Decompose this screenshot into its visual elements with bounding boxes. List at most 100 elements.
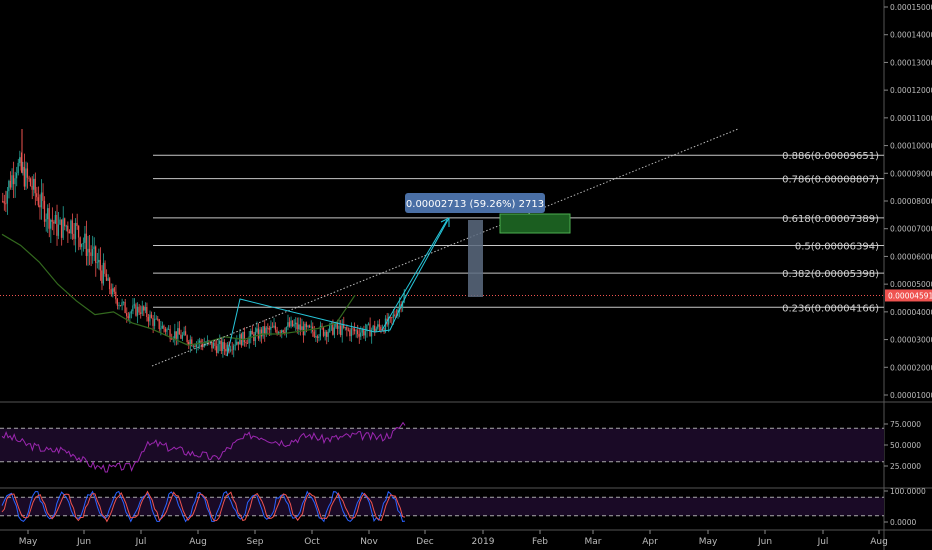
price-axis: 0.00015000 0.00014000 0.00013000 0.00012000…: [884, 3, 932, 400]
time-tick-label: 2019: [472, 537, 495, 547]
candle-body: [333, 327, 335, 335]
candle-body: [262, 326, 264, 337]
candle-body: [2, 201, 4, 202]
candle-body: [330, 322, 332, 325]
candle-body: [211, 341, 213, 349]
time-tick-label: Jun: [757, 537, 772, 547]
candle-body: [46, 208, 49, 220]
candle-body: [169, 328, 171, 339]
candle-body: [79, 237, 81, 247]
candle-body: [369, 323, 371, 337]
candle-body: [343, 324, 345, 328]
candle-body: [246, 343, 249, 344]
time-tick-label: Jul: [817, 537, 829, 547]
time-axis: May Jun Jul Aug Sep Oct Nov Dec 2019 Feb Mar Apr May…: [19, 530, 888, 547]
candle-body: [394, 314, 396, 316]
candle-body: [344, 327, 346, 328]
price-tick-label: 0.00001000: [890, 391, 932, 400]
price-tick-label: 0.00011000: [890, 114, 932, 123]
candle-body: [12, 175, 15, 185]
candle-body: [319, 325, 321, 337]
candle-body: [36, 193, 38, 198]
candle-body: [256, 328, 258, 332]
price-tick-label: 0.00008000: [890, 197, 932, 206]
candle-body: [242, 331, 244, 346]
candle-body: [215, 346, 218, 353]
candle-body: [332, 322, 334, 335]
candle-body: [143, 306, 145, 311]
candle-body: [392, 314, 394, 318]
candle-body: [315, 336, 317, 338]
time-tick-label: Feb: [532, 537, 548, 547]
candle-body: [77, 226, 80, 238]
candle-body: [322, 327, 325, 336]
candle-body: [43, 200, 46, 222]
price-tick-label: 0.00007000: [890, 225, 932, 234]
price-tick-label: 0.00012000: [890, 86, 932, 95]
candle-body: [157, 318, 159, 320]
candle-body: [26, 168, 29, 178]
candle-body: [175, 331, 177, 339]
time-tick-label: Jun: [76, 537, 91, 547]
time-tick-label: May: [19, 537, 38, 547]
candle-body: [222, 342, 224, 351]
candle-body: [191, 339, 193, 347]
rsi-tick-label: 50.0000: [890, 441, 921, 450]
candle-body: [93, 246, 95, 250]
candle-body: [377, 324, 379, 329]
candle-body: [178, 328, 180, 335]
candle-body: [48, 208, 50, 229]
candle-body: [33, 178, 35, 190]
fib-level-label: 0.382(0.00005398): [782, 269, 879, 280]
candle-body: [115, 291, 117, 300]
time-tick-label: Jul: [135, 537, 147, 547]
price-tick-label: 0.00014000: [890, 31, 932, 40]
candle-body: [273, 325, 275, 328]
drawings[interactable]: 0.00002713 (59.26%) 2713: [151, 128, 739, 367]
candle-body: [5, 203, 7, 205]
candle-body: [181, 334, 184, 339]
candle-body: [355, 330, 357, 332]
candle-body: [189, 339, 191, 346]
candle-body: [29, 178, 32, 187]
stoch-d-line: [1, 490, 406, 523]
candle-body: [116, 299, 118, 306]
candle-body: [391, 317, 393, 319]
fib-level-label: 0.786(0.00008807): [782, 175, 879, 186]
candle-body: [167, 328, 170, 330]
candle-body: [127, 316, 129, 319]
candle-body: [370, 329, 373, 337]
candle-body: [274, 325, 277, 330]
candle-body: [121, 302, 123, 307]
fibonacci-levels[interactable]: 0.886(0.00009651) 0.786(0.00008807) 0.618(…: [153, 151, 884, 314]
candle-body: [50, 219, 52, 229]
candle-body: [363, 329, 365, 336]
candle-body: [341, 324, 343, 336]
candle-body: [163, 325, 165, 329]
candle-body: [353, 328, 356, 332]
candle-body: [237, 341, 239, 345]
candle-body: [3, 201, 5, 204]
candle-body: [336, 322, 339, 329]
candle-body: [287, 322, 289, 327]
last-price-label: 0.00004591: [888, 291, 932, 300]
candle-body: [54, 214, 56, 224]
candle-body: [291, 320, 294, 327]
candle-body: [180, 334, 182, 339]
candle-body: [212, 342, 215, 349]
candle-body: [214, 342, 216, 347]
candle-body: [19, 157, 21, 163]
candle-body: [350, 328, 352, 337]
candle-body: [101, 270, 103, 284]
candle-body: [201, 343, 204, 347]
candle-body: [74, 222, 77, 239]
candle-body: [65, 225, 67, 227]
candle-body: [401, 301, 404, 309]
candle-body: [268, 328, 270, 330]
candle-body: [284, 332, 286, 333]
candle-body: [170, 338, 173, 340]
candle-body: [45, 219, 47, 222]
candle-body: [358, 334, 360, 337]
time-tick-label: Sep: [247, 537, 264, 547]
